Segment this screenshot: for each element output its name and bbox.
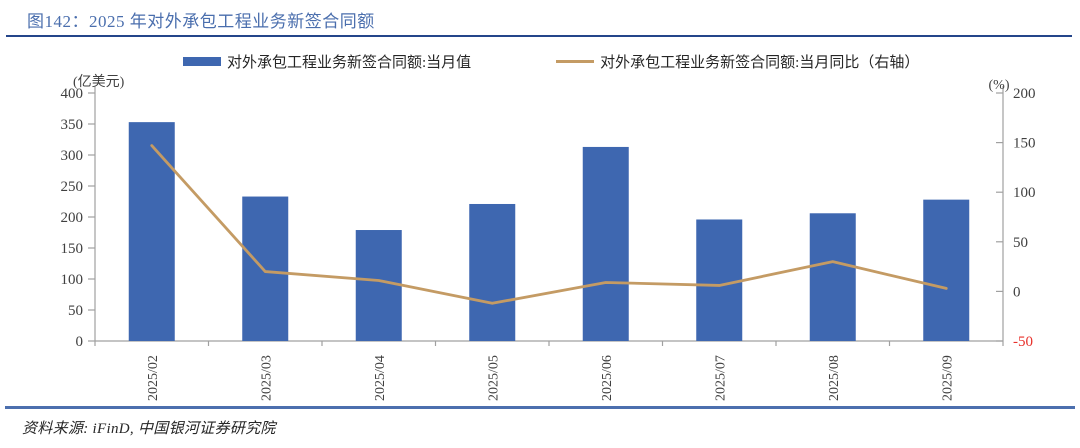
chart-svg: 400 350 300 250 200 150 100 50 0 200 150 100 50 0 -50 (… xyxy=(61,74,1036,401)
bar-series-label: 对外承包工程业务新签合同额:当月值 xyxy=(227,55,472,71)
left-axis-unit-label: (亿美元) xyxy=(73,74,125,90)
source-note: 资料来源: iFinD, 中国银河证券研究院 xyxy=(22,421,276,437)
figure-title: 图142：2025 年对外承包工程业务新签合同额 xyxy=(27,12,375,31)
right-axis-tick-label: 0 xyxy=(1013,284,1021,300)
x-axis-category-label: 2025/05 xyxy=(486,355,501,401)
bar-2025/04 xyxy=(355,230,402,341)
left-axis-tick-label: 0 xyxy=(76,334,84,350)
bar-2025/02 xyxy=(128,122,175,341)
chart-legend: 对外承包工程业务新签合同额:当月值 对外承包工程业务新签合同额:当月同比（右轴） xyxy=(183,51,919,72)
chart-area: 400 350 300 250 200 150 100 50 0 200 150 100 50 0 -50 (… xyxy=(0,70,1080,415)
left-axis-tick-label: 200 xyxy=(61,210,84,226)
legend-item-line-series: 对外承包工程业务新签合同额:当月同比（右轴） xyxy=(556,51,919,72)
x-axis-category-label: 2025/06 xyxy=(600,355,615,401)
line-series-swatch xyxy=(556,60,595,63)
left-axis-tick-label: 300 xyxy=(61,148,84,164)
bar-2025/06 xyxy=(582,146,629,341)
line-series-label: 对外承包工程业务新签合同额:当月同比（右轴） xyxy=(600,55,920,71)
x-axis-category-label: 2025/02 xyxy=(146,355,161,401)
title-divider-rule xyxy=(6,35,1072,37)
x-axis-category-label: 2025/08 xyxy=(827,355,842,401)
x-axis-category-label: 2025/09 xyxy=(940,355,955,401)
legend-item-bar-series: 对外承包工程业务新签合同额:当月值 xyxy=(183,51,471,72)
bar-2025/05 xyxy=(469,203,516,341)
right-axis-tick-label: 200 xyxy=(1013,86,1036,102)
right-axis-unit-label: (%) xyxy=(989,78,1010,93)
bar-series-swatch xyxy=(183,57,221,66)
right-axis-tick-label: -50 xyxy=(1013,334,1033,350)
figure-bottom-rule xyxy=(5,406,1075,409)
bar-2025/03 xyxy=(242,196,289,341)
left-axis-tick-label: 50 xyxy=(68,303,83,319)
bar-2025/08 xyxy=(809,213,856,341)
left-axis-tick-label: 100 xyxy=(61,272,84,288)
right-axis-tick-label: 100 xyxy=(1013,185,1036,201)
left-axis-tick-label: 400 xyxy=(61,86,84,102)
yoy-line xyxy=(150,144,948,305)
bar-2025/09 xyxy=(923,199,970,341)
x-axis-category-label: 2025/04 xyxy=(373,355,388,401)
left-axis-tick-label: 150 xyxy=(61,241,84,257)
bar-2025/07 xyxy=(696,219,743,341)
x-axis-category-label: 2025/07 xyxy=(713,355,728,401)
left-axis-tick-label: 250 xyxy=(61,179,84,195)
right-axis-tick-label: 150 xyxy=(1013,136,1036,152)
x-axis-category-label: 2025/03 xyxy=(259,355,274,401)
right-axis-tick-label: 50 xyxy=(1013,235,1028,251)
left-axis-tick-label: 350 xyxy=(61,117,84,133)
